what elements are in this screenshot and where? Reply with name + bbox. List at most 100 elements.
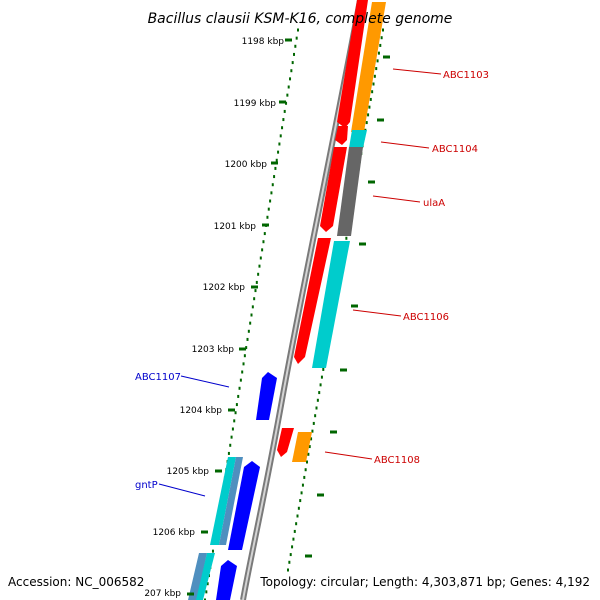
tick-dot [246,337,249,341]
tick-dot [365,121,368,125]
tick-dot [320,375,323,379]
tick-dot [266,215,269,219]
cds-cog2 [188,553,207,600]
tick-dot [270,191,273,195]
tick-label: 1203 kbp [192,345,235,355]
gene-label-abc1104: ABC1104 [432,144,478,155]
cds-abc1108 [277,428,294,457]
tick-dot [250,313,253,317]
genome-summary-text: Topology: circular; Length: 4,303,871 bp… [259,575,590,589]
major-tick [228,408,235,412]
tick-dot [263,232,266,236]
feature-layer [188,0,386,600]
tick-dot [234,411,237,415]
tick-dot [204,598,206,600]
tick-dot [253,297,256,301]
cds-gntp-cog2 [219,457,243,545]
tick-dot [269,199,272,203]
cds-abc1106 [294,238,331,364]
tick-dot [239,378,242,382]
tick-dot [311,429,314,433]
tick-dot [242,362,245,366]
minor-tick [377,118,384,122]
leader-line [380,141,430,149]
tick-dot [271,183,274,187]
tick-dot [301,483,304,487]
tick-dot [314,414,317,418]
gene-label-abc1106: ABC1106 [403,312,449,323]
tick-dot [380,36,383,40]
cds-abc1108-cog [292,432,312,462]
tick-dot [297,506,300,510]
cds-abc1103-cog [351,2,386,132]
tick-dot [261,248,264,252]
tick-dot [206,582,209,586]
tick-dot [377,51,380,55]
tick-dot [254,289,257,293]
tick-dot [283,109,286,113]
tick-dot [367,113,370,117]
tick-dot [376,59,379,63]
tick-dot [316,398,319,402]
tick-dot [306,460,308,464]
tick-dot [274,166,277,170]
tick-dot [227,451,230,455]
tick-label: 207 kbp [144,589,181,599]
tick-dot [296,514,299,518]
minor-tick [317,493,324,497]
major-tick [187,592,194,596]
minor-tick [351,304,358,308]
tick-dot [229,443,232,447]
tick-dot [230,435,233,439]
tick-dot [257,272,260,276]
gene-label-abc1103: ABC1103 [443,70,489,81]
tick-dot [371,90,374,94]
tick-dot [237,394,240,398]
cds-abc1106-cog [312,241,350,368]
map-title: Bacillus clausii KSM-K16, complete genom… [148,11,453,27]
tick-dot [243,354,246,358]
minor-tick [368,180,375,184]
tick-dot [279,134,282,138]
tick-dot [288,560,291,564]
major-tick [215,469,222,473]
tick-dot [369,97,372,101]
tick-dot [308,445,311,449]
major-tick [201,530,208,534]
tick-dot [291,545,294,549]
leader-line [158,483,206,497]
accession-text: Accession: NC_006582 [8,575,144,589]
tick-dot [285,101,288,105]
tick-dot [273,175,276,179]
cds-gntp [228,461,260,550]
tick-dot [291,61,294,65]
label-leaders [158,68,442,497]
genome-backbone-highlight [242,0,361,600]
leader-line [392,68,442,75]
tick-dot [235,403,238,407]
gene-label-abc1108: ABC1108 [374,455,420,466]
tick-label: 1206 kbp [153,528,196,538]
tick-label: 1198 kbp [242,37,285,47]
tick-dot [294,44,297,48]
cds-ulaa-cog [337,147,363,236]
tick-dot [287,85,290,89]
gene-label-ulaa: ulaA [423,198,445,209]
tick-dot [247,329,250,333]
tick-dot [299,499,302,503]
major-tick [279,100,286,104]
tick-dot [295,36,298,40]
tick-dot [251,305,254,309]
cds-next [216,560,237,600]
major-tick [239,347,246,351]
tick-dot [307,452,310,456]
leader-line [372,195,421,203]
tick-dot [312,421,315,425]
cds-abc1103 [337,0,368,128]
cds-gntp-cog [210,457,236,545]
cds-abc1104 [335,126,348,145]
minor-tick [305,554,312,558]
major-tick [251,285,258,289]
cds-ulaa [320,147,347,232]
